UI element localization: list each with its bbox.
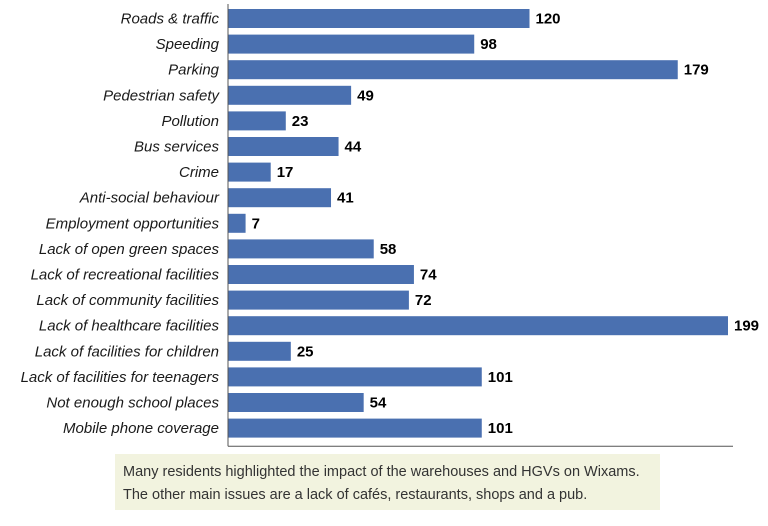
bar-chart: Roads & traffic 120 Speeding 98 Parking 179 Pe… (21, 4, 759, 447)
bar (228, 341, 291, 361)
category-label: Bus services (134, 139, 220, 156)
category-label: Lack of facilities for teenagers (21, 369, 220, 386)
bar (228, 111, 286, 131)
category-label: Not enough school places (46, 395, 219, 412)
bar (228, 188, 332, 208)
value-label: 74 (420, 267, 437, 284)
value-label: 17 (277, 164, 294, 181)
category-label: Pollution (161, 113, 219, 130)
bar (228, 213, 246, 233)
value-label: 72 (415, 292, 432, 309)
summary-note-line-2: The other main issues are a lack of café… (123, 487, 588, 503)
value-label: 41 (337, 190, 354, 207)
value-label: 23 (292, 113, 309, 130)
category-label: Parking (168, 62, 220, 79)
category-label: Lack of facilities for children (35, 343, 219, 360)
category-label: Crime (179, 164, 219, 181)
category-label: Mobile phone coverage (63, 420, 219, 437)
bars-layer: Roads & traffic 120 Speeding 98 Parking 179 Pe… (21, 9, 759, 438)
category-label: Anti-social behaviour (79, 190, 220, 207)
bar (228, 316, 728, 336)
bar (228, 418, 482, 438)
value-label: 49 (357, 87, 374, 104)
category-label: Lack of open green spaces (39, 241, 220, 258)
category-label: Pedestrian safety (103, 87, 220, 104)
value-label: 179 (684, 62, 709, 79)
summary-note: Many residents highlighted the impact of… (115, 454, 660, 510)
bar (228, 137, 339, 156)
value-label: 98 (480, 36, 497, 53)
value-label: 101 (488, 420, 513, 437)
bar (228, 60, 678, 80)
value-label: 101 (488, 369, 513, 386)
bar (228, 85, 352, 105)
bar (228, 265, 414, 284)
bar (228, 34, 475, 54)
value-label: 7 (252, 215, 260, 232)
category-label: Lack of recreational facilities (31, 267, 220, 284)
value-label: 54 (370, 395, 387, 412)
value-label: 120 (536, 11, 561, 28)
bar (228, 367, 482, 387)
summary-note-line-1: Many residents highlighted the impact of… (123, 464, 640, 480)
value-label: 44 (345, 139, 362, 156)
category-label: Speeding (156, 36, 220, 53)
value-label: 25 (297, 343, 314, 360)
category-label: Employment opportunities (46, 215, 220, 232)
bar (228, 162, 271, 182)
category-label: Lack of healthcare facilities (39, 318, 220, 335)
category-label: Lack of community facilities (36, 292, 219, 309)
bar (228, 9, 530, 28)
category-label: Roads & traffic (121, 11, 220, 28)
bar (228, 290, 409, 310)
bar (228, 393, 364, 412)
value-label: 199 (734, 318, 759, 335)
value-label: 58 (380, 241, 397, 258)
bar (228, 239, 374, 259)
